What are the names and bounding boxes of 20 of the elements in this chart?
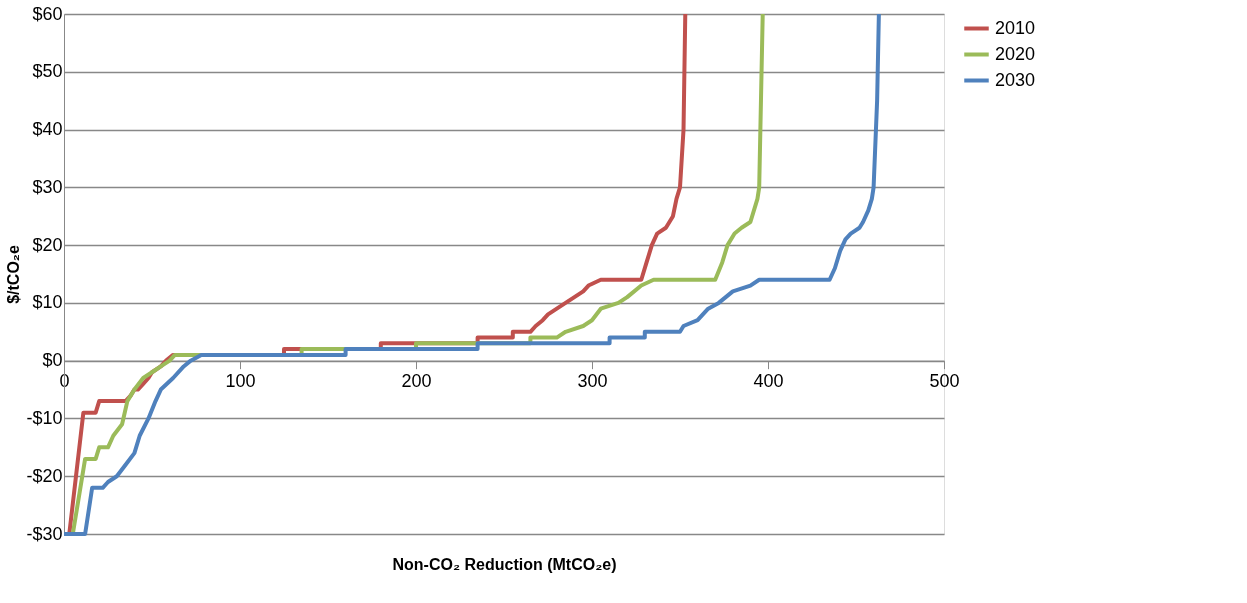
y-tick-label: $30: [32, 176, 63, 197]
y-tick-label: $20: [32, 234, 63, 255]
y-tick-label: $10: [32, 292, 63, 313]
legend-label: 2030: [995, 69, 1036, 90]
legend-label: 2020: [995, 43, 1036, 64]
y-tick-label: $40: [32, 119, 63, 140]
legend-label: 2010: [995, 17, 1036, 38]
y-tick-label: $50: [32, 61, 63, 82]
y-tick-label: $0: [42, 350, 63, 371]
y-axis-title: $/tCO₂e: [5, 245, 23, 304]
x-tick-label: 400: [753, 371, 784, 392]
x-tick-label: 200: [401, 371, 432, 392]
y-tick-label: -$20: [26, 465, 63, 486]
x-tick-label: 100: [225, 371, 256, 392]
x-tick-label: 500: [929, 371, 960, 392]
y-tick-label: -$30: [26, 523, 63, 544]
x-tick-label: 300: [577, 371, 608, 392]
y-tick-label: $60: [32, 3, 63, 24]
y-tick-label: -$10: [26, 407, 63, 428]
x-axis-title: Non-CO₂ Reduction (MtCO₂e): [392, 555, 617, 573]
